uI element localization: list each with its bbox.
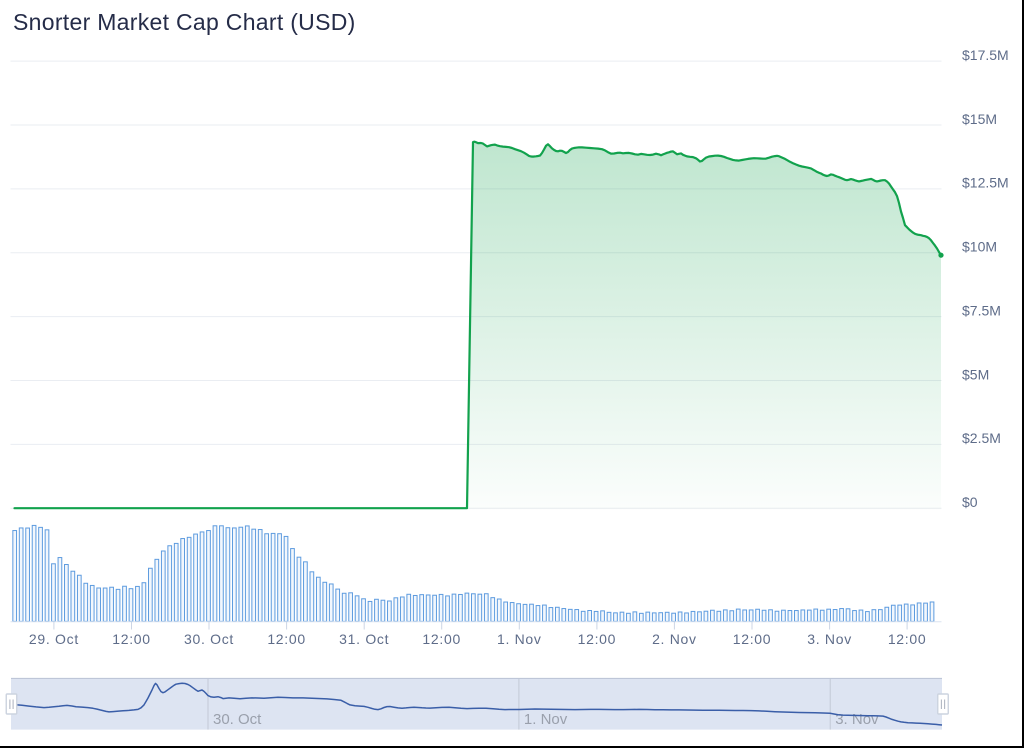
svg-text:12:00: 12:00 xyxy=(112,631,151,647)
svg-text:$0: $0 xyxy=(962,494,978,510)
svg-text:30. Oct: 30. Oct xyxy=(184,631,234,647)
svg-text:3. Nov: 3. Nov xyxy=(807,631,852,647)
svg-text:$12.5M: $12.5M xyxy=(962,175,1009,191)
svg-text:$2.5M: $2.5M xyxy=(962,430,1001,446)
svg-text:3. Nov: 3. Nov xyxy=(835,711,879,728)
svg-text:$10M: $10M xyxy=(962,239,997,255)
svg-text:$5M: $5M xyxy=(962,366,989,382)
svg-text:$15M: $15M xyxy=(962,111,997,127)
svg-text:Snorter Market Cap Chart (USD): Snorter Market Cap Chart (USD) xyxy=(13,9,356,35)
svg-text:$7.5M: $7.5M xyxy=(962,302,1001,318)
svg-text:12:00: 12:00 xyxy=(733,631,772,647)
svg-text:29. Oct: 29. Oct xyxy=(29,631,79,647)
svg-text:1. Nov: 1. Nov xyxy=(497,631,542,647)
svg-text:12:00: 12:00 xyxy=(888,631,927,647)
svg-text:31. Oct: 31. Oct xyxy=(339,631,389,647)
svg-text:30. Oct: 30. Oct xyxy=(213,711,262,728)
svg-text:12:00: 12:00 xyxy=(267,631,306,647)
svg-text:$17.5M: $17.5M xyxy=(962,47,1009,63)
svg-text:12:00: 12:00 xyxy=(578,631,617,647)
svg-text:2. Nov: 2. Nov xyxy=(652,631,697,647)
svg-text:12:00: 12:00 xyxy=(422,631,461,647)
svg-text:1. Nov: 1. Nov xyxy=(524,711,568,728)
